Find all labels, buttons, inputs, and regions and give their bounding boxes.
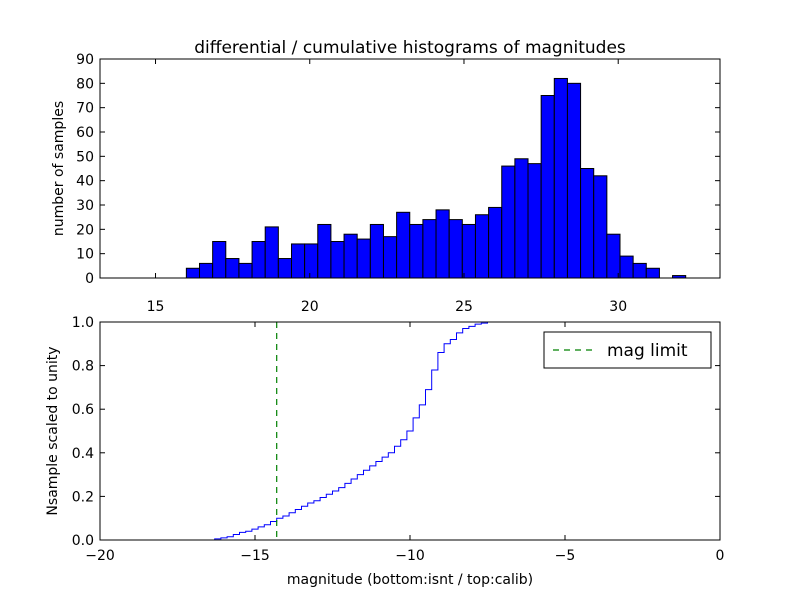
y-tick-label: 0.2 bbox=[72, 489, 94, 505]
y-tick-label: 80 bbox=[76, 76, 94, 92]
bottom-y-axis-label: Nsample scaled to unity bbox=[45, 346, 61, 515]
histogram-bar bbox=[580, 168, 595, 279]
legend: mag limit bbox=[543, 331, 712, 369]
bottom-x-axis-label: magnitude (bottom:isnt / top:calib) bbox=[287, 572, 533, 588]
histogram-bar bbox=[514, 158, 529, 279]
histogram-bar bbox=[396, 211, 411, 279]
histogram-bar bbox=[527, 163, 542, 279]
y-tick-label: 0 bbox=[85, 271, 94, 287]
y-tick-label: 70 bbox=[76, 101, 94, 117]
histogram-bar bbox=[409, 223, 424, 279]
histogram-bar bbox=[488, 206, 503, 279]
x-tick-label: 15 bbox=[147, 299, 165, 315]
histogram-bar bbox=[343, 233, 358, 279]
histogram-bar bbox=[290, 243, 306, 279]
top-x-ticks: 15 20 25 30 bbox=[147, 59, 627, 315]
legend-box bbox=[543, 331, 712, 369]
histogram-bar bbox=[501, 165, 516, 279]
top-y-ticks: 0 10 20 30 40 50 60 70 80 90 bbox=[76, 52, 720, 287]
histogram-bar bbox=[435, 209, 450, 279]
y-tick-label: 40 bbox=[76, 174, 94, 190]
y-tick-label: 90 bbox=[76, 52, 94, 68]
histogram-bar bbox=[185, 267, 201, 279]
histogram-bar bbox=[212, 241, 227, 279]
x-tick-label: −20 bbox=[85, 548, 115, 564]
histogram-bar bbox=[461, 223, 476, 279]
histogram-bar bbox=[264, 226, 279, 279]
histogram-bar bbox=[199, 262, 214, 279]
x-tick-label: −5 bbox=[555, 548, 576, 564]
histogram-bar bbox=[304, 243, 319, 279]
histogram-bar bbox=[606, 233, 621, 279]
y-tick-label: 20 bbox=[76, 222, 94, 238]
y-tick-label: 10 bbox=[76, 247, 94, 263]
histogram-bar bbox=[645, 267, 660, 279]
histogram-bar bbox=[382, 236, 398, 279]
histogram-bar bbox=[422, 219, 437, 279]
top-bars bbox=[185, 77, 687, 279]
top-chart-title: differential / cumulative histograms of … bbox=[194, 38, 626, 58]
histogram-bar bbox=[251, 241, 266, 279]
bottom-plot-frame bbox=[99, 321, 721, 541]
histogram-bar bbox=[317, 223, 332, 279]
histogram-bar bbox=[553, 77, 568, 279]
histogram-bar bbox=[593, 175, 608, 279]
y-tick-label: 50 bbox=[76, 149, 94, 165]
x-tick-label: −15 bbox=[240, 548, 270, 564]
y-tick-label: 30 bbox=[76, 198, 94, 214]
y-tick-label: 60 bbox=[76, 125, 94, 141]
histogram-bar bbox=[277, 258, 292, 279]
y-tick-label: 0.8 bbox=[72, 359, 94, 375]
histogram-bar bbox=[448, 219, 463, 279]
legend-label-mag-limit: mag limit bbox=[607, 341, 688, 361]
top-plot-frame bbox=[99, 58, 721, 279]
histogram-bar bbox=[632, 262, 647, 279]
histogram-bar bbox=[330, 241, 345, 279]
x-tick-label: 20 bbox=[301, 299, 319, 315]
bottom-plot-lines bbox=[100, 321, 720, 541]
histogram-bar bbox=[566, 82, 582, 279]
y-tick-label: 0.6 bbox=[72, 402, 94, 418]
bottom-x-ticks: −20 −15 −10 −5 0 bbox=[85, 322, 724, 564]
y-tick-label: 0.4 bbox=[72, 446, 94, 462]
cumulative-step-line bbox=[100, 321, 720, 541]
x-tick-label: 0 bbox=[716, 548, 725, 564]
y-tick-label: 0.0 bbox=[72, 533, 94, 549]
histogram-bar bbox=[238, 262, 253, 279]
histogram-bar bbox=[474, 214, 490, 279]
histogram-bar bbox=[225, 258, 240, 279]
histogram-bar bbox=[540, 95, 555, 279]
x-tick-label: 25 bbox=[455, 299, 473, 315]
y-tick-label: 1.0 bbox=[72, 315, 94, 331]
histogram-bar bbox=[619, 255, 634, 279]
x-tick-label: 30 bbox=[609, 299, 627, 315]
histogram-bar bbox=[369, 223, 384, 279]
top-y-axis-label: number of samples bbox=[51, 101, 67, 236]
histogram-bar bbox=[356, 238, 371, 279]
x-tick-label: −10 bbox=[395, 548, 425, 564]
